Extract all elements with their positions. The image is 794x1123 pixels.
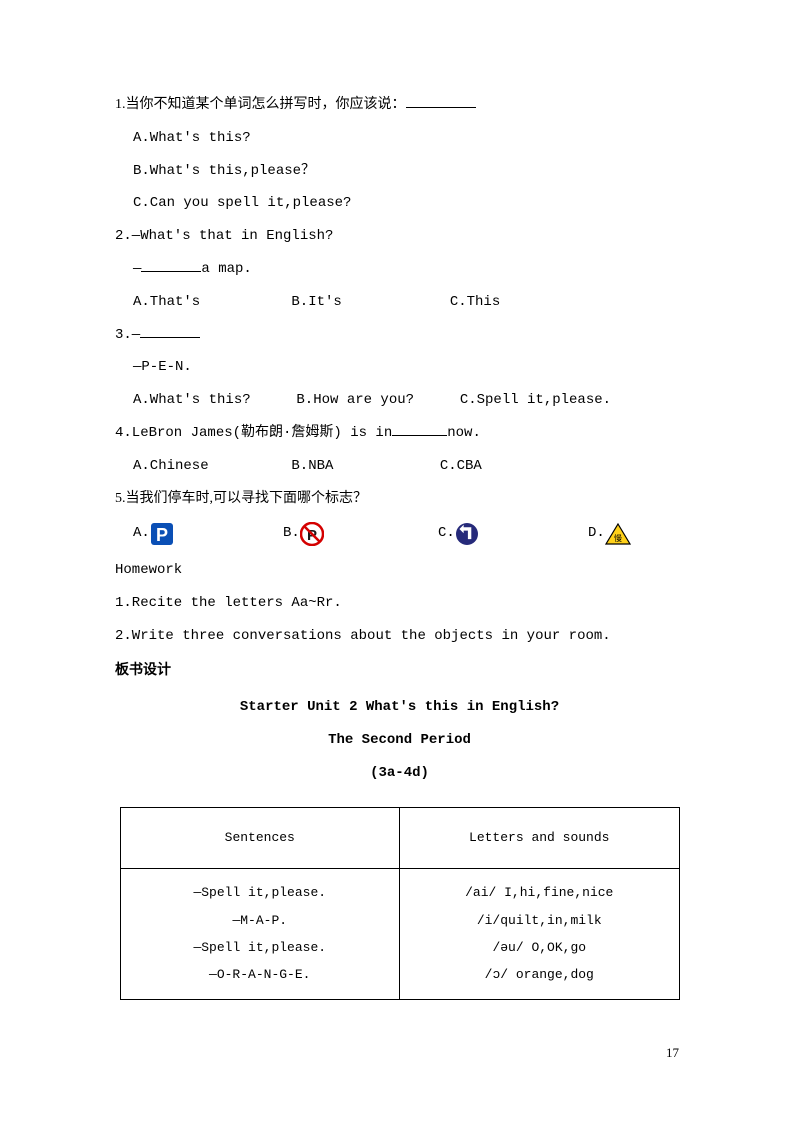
q3-opt-c: C.Spell it,please. [460,385,611,416]
no-parking-sign-icon: P [300,522,324,546]
q2-line2: — a map. [115,254,684,285]
homework-1: 1.Recite the letters Aa~Rr. [115,588,684,619]
table-row: —Spell it,please. —M-A-P. —Spell it,plea… [120,869,679,999]
homework-2: 2.Write three conversations about the ob… [115,621,684,652]
page-number: 17 [666,1039,679,1068]
board-heading: 板书设计 [115,656,684,687]
q3-stem-text: 3.— [115,327,140,343]
col-sentences: Sentences [120,807,400,869]
q5-opt-d: D. 慢 [588,518,631,549]
letters-cell: /ai/ I,hi,fine,nice /i/quilt,in,milk /əu… [400,869,680,999]
q2-stem: 2.—What's that in English? [115,221,684,252]
q2-blank [141,258,201,272]
q4-stem: 4.LeBron James(勒布朗·詹姆斯) is in now. [115,418,684,449]
q5-c-label: C. [438,518,455,549]
q1-stem: 1.当你不知道某个单词怎么拼写时，你应该说： [115,90,684,121]
let-4: /ɔ/ orange,dog [404,961,675,988]
q2-opt-b: B.It's [291,287,441,318]
q2-dash: — [133,261,141,277]
q1-opt-c: C.Can you spell it,please? [115,188,684,219]
sentences-cell: —Spell it,please. —M-A-P. —Spell it,plea… [120,869,400,999]
q5-options: A. P B. P C. D. 慢 [115,518,684,549]
sent-1: —Spell it,please. [125,879,396,906]
sent-3: —Spell it,please. [125,934,396,961]
q3-options: A.What's this? B.How are you? C.Spell it… [115,385,684,416]
let-3: /əu/ O,OK,go [404,934,675,961]
board-title1: Starter Unit 2 What's this in English? [115,692,684,723]
q4-options: A.Chinese B.NBA C.CBA [115,451,684,482]
q4-stem-post: now. [447,425,481,441]
q4-stem-pre: 4.LeBron James(勒布朗·詹姆斯) is in [115,425,392,441]
q5-b-label: B. [283,518,300,549]
q3-opt-b: B.How are you? [296,385,451,416]
q4-opt-b: B.NBA [291,451,431,482]
q1-opt-a: A.What's this? [115,123,684,154]
sent-4: —O-R-A-N-G-E. [125,961,396,988]
q2-options: A.That's B.It's C.This [115,287,684,318]
table-row: Sentences Letters and sounds [120,807,679,869]
q5-a-label: A. [133,518,150,549]
board-table: Sentences Letters and sounds —Spell it,p… [120,807,680,1000]
svg-text:慢: 慢 [614,533,622,543]
board-title2: The Second Period [115,725,684,756]
sent-2: —M-A-P. [125,907,396,934]
q2-opt-c: C.This [450,287,500,318]
q4-blank [392,422,447,436]
q2-opt-a: A.That's [133,287,283,318]
q5-opt-a: A. P [133,518,283,549]
q4-opt-a: A.Chinese [133,451,283,482]
q1-stem-text: 1.当你不知道某个单词怎么拼写时，你应该说： [115,97,406,112]
homework-title: Homework [115,555,684,586]
parking-sign-icon: P [150,522,174,546]
turn-sign-icon [455,522,479,546]
q5-opt-b: B. P [283,518,438,549]
q1-blank [406,94,476,108]
q4-opt-c: C.CBA [440,451,482,482]
col-letters: Letters and sounds [400,807,680,869]
board-title3: (3a-4d) [115,758,684,789]
q5-d-label: D. [588,518,605,549]
svg-text:P: P [156,525,168,545]
warning-sign-icon: 慢 [605,523,631,545]
q5-opt-c: C. [438,518,588,549]
q3-stem: 3.— [115,320,684,351]
q3-line2: —P-E-N. [115,352,684,383]
let-1: /ai/ I,hi,fine,nice [404,879,675,906]
q2-post: a map. [201,261,251,277]
q5-stem: 5.当我们停车时,可以寻找下面哪个标志？ [115,484,684,515]
q3-opt-a: A.What's this? [133,385,288,416]
q3-blank [140,324,200,338]
let-2: /i/quilt,in,milk [404,907,675,934]
q1-opt-b: B.What's this,please？ [115,156,684,187]
